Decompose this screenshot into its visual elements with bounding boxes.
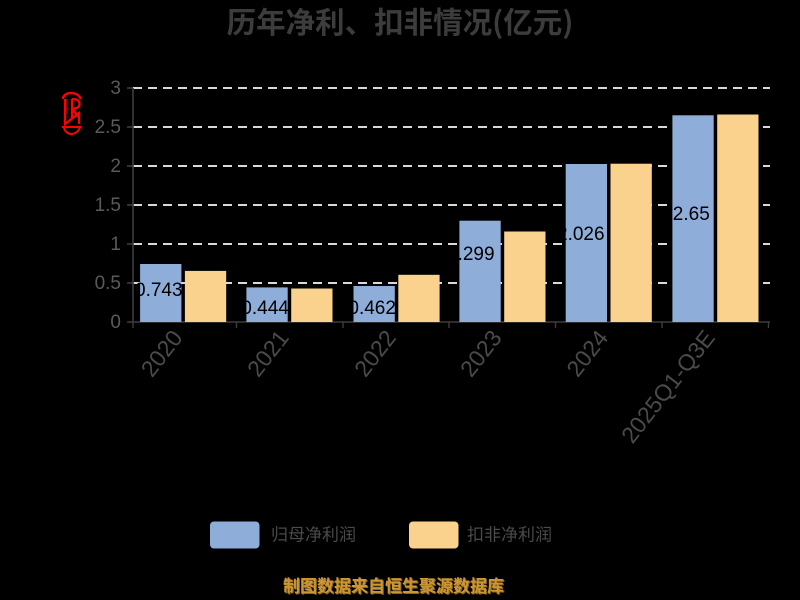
svg-text:0: 0 [110, 312, 121, 333]
svg-text:0.444: 0.444 [241, 298, 289, 319]
svg-text:扣非净利润: 扣非净利润 [467, 521, 552, 546]
svg-text:归母净利润: 归母净利润 [271, 521, 356, 546]
svg-text:历年净利、扣非情况(亿元): 历年净利、扣非情况(亿元) [227, 0, 574, 42]
svg-text:2.026: 2.026 [557, 224, 605, 245]
svg-text:1: 1 [110, 234, 121, 255]
svg-text:制图数据来自恒生聚源数据库: 制图数据来自恒生聚源数据库 [284, 573, 505, 598]
svg-text:2: 2 [110, 156, 121, 177]
svg-text:0.5: 0.5 [95, 273, 121, 294]
svg-text:0.743: 0.743 [135, 280, 183, 301]
svg-text:2.5: 2.5 [95, 117, 121, 138]
svg-text:2.65: 2.65 [673, 204, 710, 225]
svg-text:0.462: 0.462 [348, 298, 396, 319]
svg-text:1.299: 1.299 [447, 244, 495, 265]
svg-text:1.5: 1.5 [95, 195, 121, 216]
svg-text:3: 3 [110, 78, 121, 99]
